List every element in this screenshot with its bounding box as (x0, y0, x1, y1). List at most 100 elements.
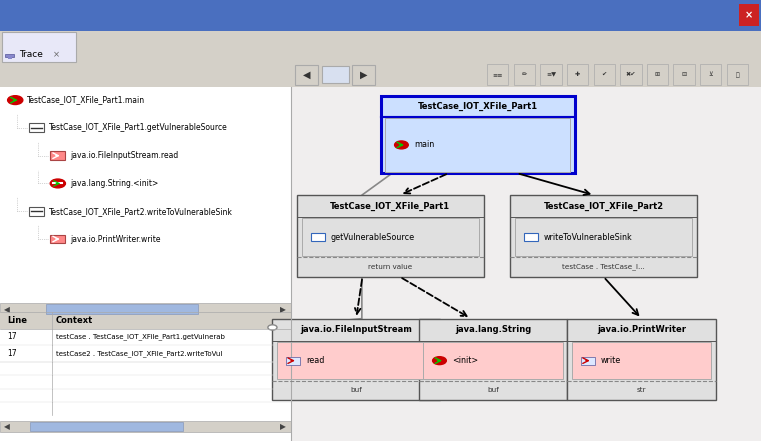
Text: TestCase_IOT_XFile_Part1: TestCase_IOT_XFile_Part1 (330, 202, 451, 211)
Text: write: write (601, 356, 621, 365)
Text: Line: Line (8, 316, 27, 325)
FancyBboxPatch shape (0, 87, 291, 303)
FancyBboxPatch shape (50, 235, 65, 243)
Text: buf: buf (350, 387, 362, 393)
FancyBboxPatch shape (302, 218, 479, 256)
Text: testCase . TestCase_IOT_XFile_Part1.getVulnerab: testCase . TestCase_IOT_XFile_Part1.getV… (56, 333, 224, 340)
FancyBboxPatch shape (423, 342, 563, 379)
FancyBboxPatch shape (311, 233, 325, 241)
Text: ×: × (745, 10, 753, 20)
Text: java.io.FileInputStream.read: java.io.FileInputStream.read (70, 151, 178, 160)
Text: ✚: ✚ (575, 72, 580, 77)
FancyBboxPatch shape (581, 357, 595, 365)
FancyBboxPatch shape (297, 195, 484, 277)
Text: buf: buf (487, 387, 499, 393)
FancyBboxPatch shape (673, 64, 695, 85)
Text: java.io.FileInputStream: java.io.FileInputStream (300, 325, 412, 334)
FancyBboxPatch shape (511, 195, 697, 277)
Text: java.io.PrintWriter.write: java.io.PrintWriter.write (70, 235, 161, 243)
FancyBboxPatch shape (567, 64, 588, 85)
FancyBboxPatch shape (0, 31, 761, 63)
FancyBboxPatch shape (272, 318, 440, 400)
FancyBboxPatch shape (0, 63, 761, 87)
FancyBboxPatch shape (322, 66, 349, 83)
Text: ▶: ▶ (280, 305, 286, 314)
Text: ⊻: ⊻ (708, 72, 713, 77)
FancyBboxPatch shape (647, 64, 668, 85)
Text: str: str (637, 387, 646, 393)
FancyBboxPatch shape (700, 64, 721, 85)
Text: getVulnerableSource: getVulnerableSource (331, 233, 415, 242)
FancyBboxPatch shape (0, 87, 291, 441)
Text: java.lang.String.<init>: java.lang.String.<init> (70, 179, 158, 188)
Text: 17: 17 (8, 333, 18, 341)
FancyBboxPatch shape (8, 56, 12, 59)
FancyBboxPatch shape (514, 64, 535, 85)
Text: TestCase_IOT_XFile_Part1: TestCase_IOT_XFile_Part1 (418, 102, 538, 111)
Text: ▶: ▶ (360, 70, 368, 80)
FancyBboxPatch shape (380, 96, 575, 173)
Text: ≡≡: ≡≡ (492, 72, 503, 77)
FancyBboxPatch shape (295, 65, 318, 85)
FancyBboxPatch shape (540, 64, 562, 85)
Text: ◀: ◀ (303, 70, 310, 80)
Text: Context: Context (56, 316, 93, 325)
FancyBboxPatch shape (352, 65, 375, 85)
Text: ◀: ◀ (4, 422, 10, 431)
FancyBboxPatch shape (515, 218, 693, 256)
Circle shape (394, 141, 408, 149)
Text: ▶: ▶ (280, 422, 286, 431)
Text: TestCase_IOT_XFile_Part1.getVulnerableSource: TestCase_IOT_XFile_Part1.getVulnerableSo… (49, 123, 228, 132)
Text: ×: × (53, 50, 60, 59)
Text: TestCase_IOT_XFile_Part2.writeToVulnerableSink: TestCase_IOT_XFile_Part2.writeToVulnerab… (49, 207, 233, 216)
Text: <init>: <init> (452, 356, 479, 365)
FancyBboxPatch shape (277, 342, 435, 379)
Text: java.lang.String: java.lang.String (455, 325, 531, 334)
Text: writeToVulnerableSink: writeToVulnerableSink (544, 233, 632, 242)
FancyBboxPatch shape (2, 32, 76, 62)
Text: 17: 17 (8, 349, 18, 358)
FancyBboxPatch shape (620, 64, 642, 85)
FancyBboxPatch shape (0, 303, 291, 315)
Text: main: main (414, 140, 435, 149)
Circle shape (268, 325, 277, 330)
FancyBboxPatch shape (286, 357, 300, 365)
Text: TestCase_IOT_XFile_Part2: TestCase_IOT_XFile_Part2 (543, 202, 664, 211)
Text: testCase . TestCase_I...: testCase . TestCase_I... (562, 264, 645, 270)
FancyBboxPatch shape (0, 421, 291, 432)
Text: ≡▼: ≡▼ (546, 72, 556, 77)
Circle shape (50, 179, 65, 188)
Text: ⊞: ⊞ (655, 72, 660, 77)
Text: return value: return value (368, 264, 412, 270)
FancyBboxPatch shape (29, 123, 44, 132)
FancyBboxPatch shape (29, 207, 44, 216)
Text: read: read (306, 356, 324, 365)
FancyBboxPatch shape (567, 318, 715, 400)
Text: 🔍: 🔍 (736, 72, 739, 78)
Text: TestCase_IOT_XFile_Part1.main: TestCase_IOT_XFile_Part1.main (27, 96, 145, 105)
Text: ⊟: ⊟ (682, 72, 686, 77)
Text: Trace: Trace (19, 50, 43, 59)
FancyBboxPatch shape (594, 64, 615, 85)
Circle shape (432, 357, 447, 365)
FancyBboxPatch shape (0, 362, 291, 421)
FancyBboxPatch shape (419, 318, 568, 400)
Text: ◀: ◀ (4, 305, 10, 314)
Text: ✖✔: ✖✔ (626, 72, 636, 77)
Circle shape (8, 96, 23, 105)
FancyBboxPatch shape (0, 345, 291, 362)
FancyBboxPatch shape (50, 151, 65, 160)
FancyBboxPatch shape (727, 64, 748, 85)
FancyBboxPatch shape (46, 304, 198, 314)
FancyBboxPatch shape (0, 312, 291, 329)
Text: ✔: ✔ (602, 72, 607, 77)
FancyBboxPatch shape (739, 4, 759, 26)
FancyBboxPatch shape (0, 0, 761, 31)
FancyBboxPatch shape (524, 233, 538, 241)
FancyBboxPatch shape (487, 64, 508, 85)
Text: java.io.PrintWriter: java.io.PrintWriter (597, 325, 686, 334)
FancyBboxPatch shape (5, 54, 14, 57)
Text: ✏: ✏ (522, 72, 527, 77)
FancyBboxPatch shape (0, 329, 291, 345)
FancyBboxPatch shape (30, 422, 183, 431)
